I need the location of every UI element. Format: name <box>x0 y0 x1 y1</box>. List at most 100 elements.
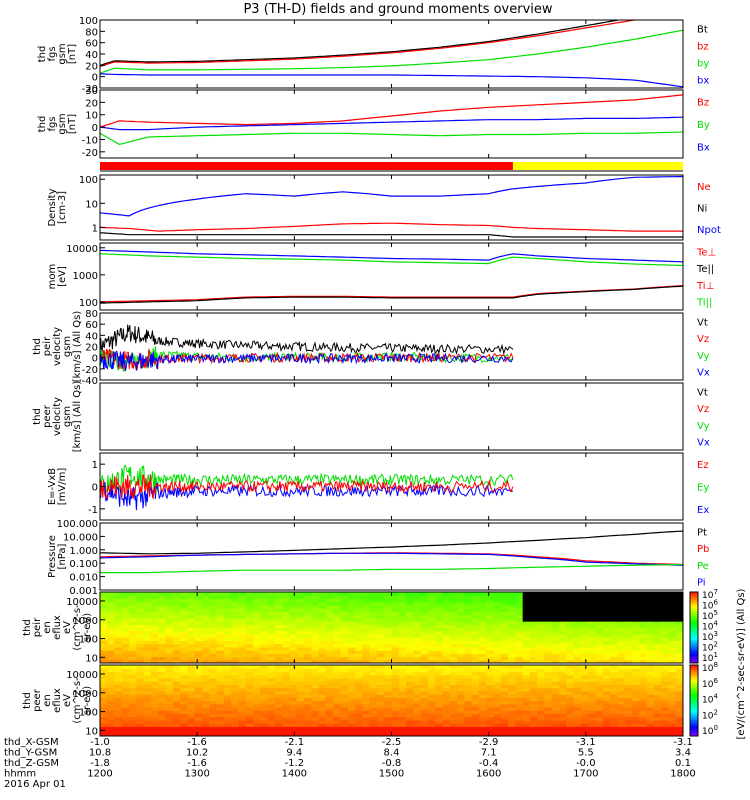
heatmap-cell <box>646 681 655 685</box>
heatmap-cell <box>457 637 465 642</box>
heatmap-cell <box>580 592 589 596</box>
heatmap-cell <box>158 697 167 702</box>
heatmap-cell <box>624 697 633 702</box>
heatmap-cell <box>646 653 655 658</box>
heatmap-cell <box>311 611 320 616</box>
heatmap-cell <box>289 630 298 635</box>
heatmap-cell <box>559 617 567 622</box>
heatmap-cell <box>617 726 626 731</box>
heatmap-cell <box>209 637 218 642</box>
heatmap-cell <box>478 627 487 632</box>
heatmap-cell <box>260 650 269 654</box>
heatmap-cell <box>245 690 254 695</box>
heatmap-cell <box>435 671 444 676</box>
heatmap-cell <box>274 703 283 708</box>
heatmap-cell <box>566 706 575 711</box>
heatmap-cell <box>522 668 531 673</box>
heatmap-cell <box>194 617 203 622</box>
y-axis-label: [nT] <box>67 44 78 64</box>
heatmap-cell <box>515 630 524 635</box>
heatmap-cell <box>522 716 531 721</box>
heatmap-cell <box>253 687 261 692</box>
heatmap-cell <box>413 637 422 642</box>
heatmap-cell <box>661 656 670 661</box>
heatmap-cell <box>515 729 524 734</box>
heatmap-cell <box>216 710 225 715</box>
heatmap-cell <box>406 668 414 673</box>
heatmap-cell <box>260 617 269 622</box>
heatmap-cell <box>551 601 560 606</box>
heatmap-cell <box>580 665 589 669</box>
heatmap-cell <box>180 684 189 689</box>
heatmap-cell <box>202 706 210 711</box>
heatmap-cell <box>559 723 567 727</box>
heatmap-cell <box>296 621 305 625</box>
heatmap-cell <box>223 627 232 632</box>
heatmap-cell <box>260 684 269 689</box>
heatmap-cell <box>165 723 174 727</box>
heatmap-cell <box>668 694 677 698</box>
series-group <box>100 175 683 238</box>
heatmap-cell <box>194 601 203 606</box>
heatmap-cell <box>296 694 305 698</box>
heatmap-cell <box>180 617 189 622</box>
heatmap-cell <box>107 687 116 692</box>
heatmap-cell <box>165 633 174 638</box>
heatmap-cell <box>355 630 363 635</box>
heatmap-cell <box>369 716 378 721</box>
heatmap-cell <box>158 703 167 708</box>
heatmap-cell <box>522 627 531 632</box>
heatmap-cell <box>631 710 640 715</box>
heatmap-cell <box>311 614 320 619</box>
heatmap-cell <box>114 681 123 685</box>
heatmap-cell <box>646 729 655 734</box>
heatmap-cell <box>478 617 487 622</box>
colorbar-swatch <box>690 632 698 636</box>
heatmap-cell <box>580 659 589 663</box>
heatmap-cell <box>325 595 334 600</box>
heatmap-cell <box>602 637 611 642</box>
heatmap-cell <box>588 671 597 676</box>
colorbar-swatch <box>690 683 698 687</box>
heatmap-cell <box>588 687 597 692</box>
heatmap-cell <box>376 608 385 612</box>
heatmap-cell <box>493 611 502 616</box>
heatmap-cell <box>223 637 232 642</box>
heatmap-cell <box>602 697 611 702</box>
heatmap-cell <box>478 694 487 698</box>
heatmap-cell <box>442 624 451 629</box>
heatmap-cell <box>639 653 648 658</box>
heatmap-cell <box>515 640 524 645</box>
heatmap-cell <box>267 595 276 600</box>
heatmap-cell <box>668 713 677 718</box>
heatmap-cell <box>355 732 363 736</box>
heatmap-cell <box>216 729 225 734</box>
heatmap-cell <box>282 621 291 625</box>
heatmap-cell <box>500 684 509 689</box>
heatmap-cell <box>165 630 174 635</box>
heatmap-cell <box>231 690 240 695</box>
heatmap-cell <box>420 637 429 642</box>
heatmap-cell <box>457 703 465 708</box>
heatmap-cell <box>172 617 181 622</box>
heatmap-cell <box>151 592 159 596</box>
heatmap-cell <box>631 640 640 645</box>
series-line-red <box>100 474 514 500</box>
heatmap-cell <box>406 611 414 616</box>
heatmap-cell <box>639 710 648 715</box>
colorbar-units-label: [eV/(cm^2-sec-sr-eV)] (All Qs) <box>736 588 747 739</box>
heatmap-cell <box>129 716 138 721</box>
heatmap-cell <box>500 592 509 596</box>
heatmap-cell <box>180 592 189 596</box>
heatmap-cell <box>471 608 480 612</box>
heatmap-cell <box>129 656 138 661</box>
heatmap-cell <box>471 601 480 606</box>
heatmap-cell <box>529 633 538 638</box>
heatmap-cell <box>573 700 582 705</box>
heatmap-cell <box>274 710 283 715</box>
heatmap-cell <box>639 624 648 629</box>
heatmap-cell <box>209 703 218 708</box>
heatmap-cell <box>172 608 181 612</box>
heatmap-cell <box>493 729 502 734</box>
heatmap-cell <box>136 656 145 661</box>
